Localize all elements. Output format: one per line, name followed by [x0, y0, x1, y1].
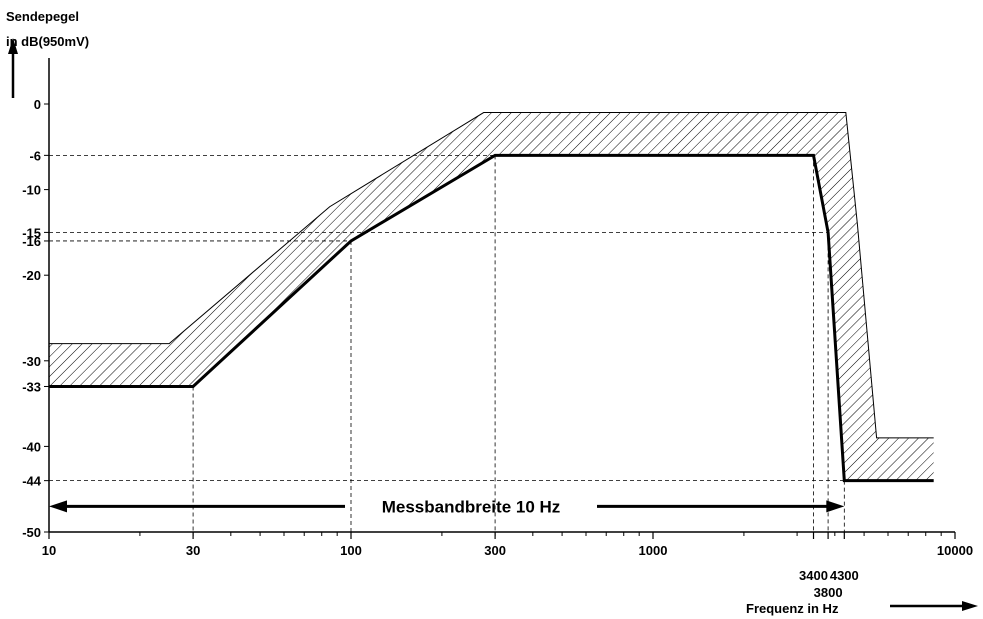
x-axis-title: Frequenz in Hz [746, 601, 839, 616]
annotation-arrow-right-head [826, 500, 845, 513]
y-tick-label: -50 [22, 525, 41, 540]
y-arrow-head [8, 38, 18, 54]
x-tick-label: 3800 [814, 585, 843, 600]
x-tick-label: 3400 [799, 568, 828, 583]
y-tick-label: -10 [22, 183, 41, 198]
x-tick-label: 10 [42, 543, 56, 558]
x-tick-label: 4300 [830, 568, 859, 583]
tolerance-band-fill [49, 112, 934, 481]
lower-limit-line [49, 153, 934, 483]
y-axis-title-line1: Sendepegel [6, 9, 79, 24]
annotation-layer [49, 500, 845, 513]
x-tick-label: 100 [340, 543, 362, 558]
tolerance-band [49, 112, 934, 481]
x-tick-label: 1000 [639, 543, 668, 558]
x-tick-label: 300 [484, 543, 506, 558]
upper-limit-line [49, 112, 934, 439]
annotation-arrow-left-head [49, 500, 67, 513]
y-tick-label: 0 [34, 97, 41, 112]
y-tick-label: -40 [22, 439, 41, 454]
series-layer [49, 153, 934, 483]
y-tick-label: -16 [22, 234, 41, 249]
y-tick-label: -6 [29, 148, 41, 163]
annotation-label: Messbandbreite 10 Hz [382, 497, 561, 516]
y-tick-label: -44 [22, 474, 42, 489]
x-arrow-head [962, 601, 978, 611]
axes [8, 38, 978, 611]
y-tick-label: -30 [22, 354, 41, 369]
x-tick-label: 30 [186, 543, 200, 558]
y-axis-title-line2: in dB(950mV) [6, 34, 89, 49]
y-tick-label: -20 [22, 268, 41, 283]
y-tick-label: -15 [22, 225, 41, 240]
x-tick-label: 10000 [937, 543, 973, 558]
y-tick-label: -33 [22, 379, 41, 394]
